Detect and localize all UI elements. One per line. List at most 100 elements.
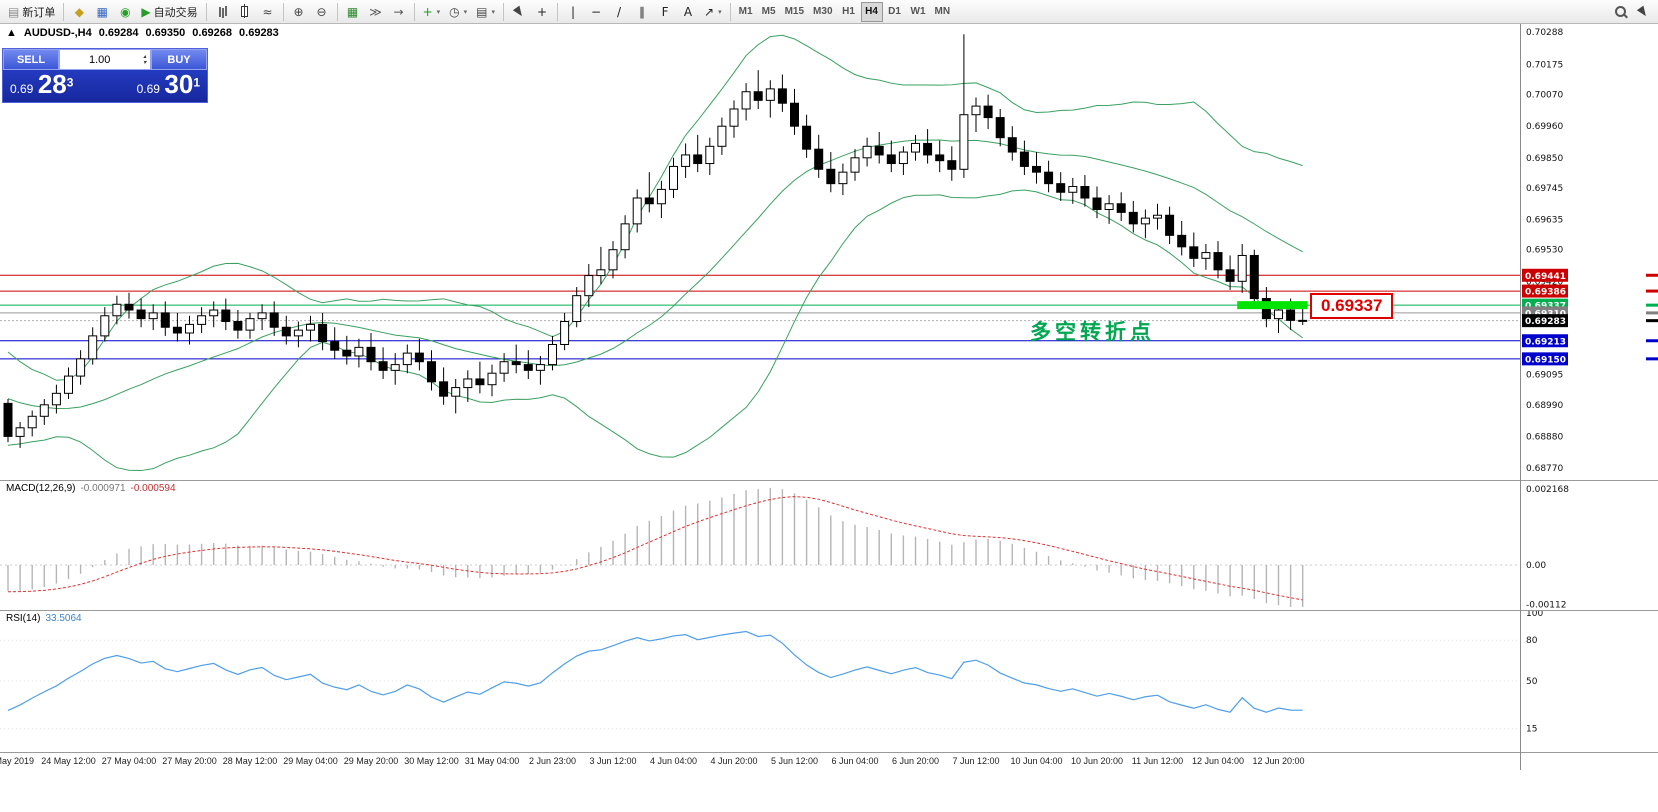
time-label: 23 May 2019 (0, 756, 35, 766)
svg-text:0.69386: 0.69386 (1525, 288, 1566, 298)
timeframe-mn-button[interactable]: MN (931, 2, 955, 22)
svg-text:0.68770: 0.68770 (1526, 464, 1563, 474)
channel-button[interactable]: ∥ (631, 2, 653, 22)
volume-input[interactable] (60, 53, 140, 66)
text-button[interactable]: A (677, 2, 699, 22)
tile-windows-button[interactable]: ▦ (342, 2, 364, 22)
vertical-line-button[interactable]: | (562, 2, 584, 22)
timeframe-m5-button[interactable]: M5 (758, 2, 780, 22)
macd-histogram (7, 487, 1304, 607)
candlestick-chart-button[interactable] (234, 2, 256, 22)
periods-button[interactable]: ◷ ▾ (445, 2, 471, 22)
indicators-icon: + (422, 4, 433, 19)
volume-spinner[interactable]: ▴ ▾ (139, 54, 150, 66)
toolbar-separator (205, 2, 207, 21)
rsi-value: 33.5064 (45, 613, 82, 624)
sell-price[interactable]: 0.69 283 (10, 71, 74, 98)
zoom-in-icon: ⊕ (293, 4, 304, 19)
timeframe-w1-button[interactable]: W1 (907, 2, 930, 22)
svg-text:0.69960: 0.69960 (1526, 122, 1563, 132)
time-label: 24 May 12:00 (41, 756, 96, 766)
auto-trading-icon: ▶ (141, 4, 151, 19)
chart-shift-icon: → (393, 4, 404, 19)
templates-button[interactable]: ▤ ▾ (472, 2, 499, 22)
time-label: 29 May 04:00 (283, 756, 338, 766)
new-order-label: 新订单 (22, 6, 56, 19)
price-chart-panel: 0.70288 0.70175 0.70070 0.69960 0.69850 0.697… (0, 24, 1658, 480)
new-order-button[interactable]: ▤ 新订单 (4, 2, 59, 22)
svg-text:0.68880: 0.68880 (1526, 432, 1563, 442)
market-watch-button[interactable]: ◆ (68, 2, 90, 22)
one-click-trading-panel: SELL ▴▾ BUY 0.69 283 0.69 301 (2, 48, 208, 103)
rsi-name: RSI(14) (6, 613, 41, 624)
time-axis[interactable]: 23 May 2019 24 May 12:00 27 May 04:00 27 Ma… (0, 752, 1658, 812)
toolbar-separator (503, 2, 505, 21)
time-label: 3 Jun 12:00 (589, 756, 637, 766)
zoom-out-button[interactable]: ⊖ (311, 2, 333, 22)
auto-scroll-button[interactable]: ≫ (365, 2, 387, 22)
search-icon (1614, 6, 1626, 17)
candlesticks (3, 34, 1308, 448)
macd-main-value: -0.000971 (80, 483, 126, 494)
svg-text:0.69150: 0.69150 (1525, 355, 1566, 365)
timeframe-m30-button[interactable]: M30 (809, 2, 836, 22)
pointer-button[interactable] (1632, 2, 1654, 22)
cursor-button[interactable] (508, 2, 530, 22)
support-button[interactable]: ◉ (114, 2, 136, 22)
horizontal-line-button[interactable]: − (585, 2, 607, 22)
time-label: 29 May 20:00 (343, 756, 399, 766)
zoom-in-button[interactable]: ⊕ (288, 2, 310, 22)
fibonacci-button[interactable]: F (654, 2, 676, 22)
rsi-panel: 100 80 50 15 RSI(14) 33.5064 (0, 609, 1658, 752)
rsi-chart-svg[interactable]: 100 80 50 15 (0, 609, 1658, 752)
sell-button[interactable]: SELL (3, 49, 59, 70)
svg-text:0.68990: 0.68990 (1526, 401, 1563, 411)
timeframe-h4-button[interactable]: H4 (860, 1, 883, 22)
search-button[interactable] (1609, 2, 1631, 22)
buy-price[interactable]: 0.69 301 (137, 71, 200, 98)
macd-chart-svg[interactable]: 0.002168 0.00 -0.00112 (0, 481, 1658, 610)
timeframe-m15-button[interactable]: M15 (781, 2, 808, 22)
arrows-button[interactable]: ↗ ▾ (700, 2, 726, 22)
main-toolbar: ▤ 新订单 ◆ ▦ ◉ ▶ 自动交易 ≈ ⊕ ⊖ ▦ ≫ → + ▾ ◷ ▾ ▤ ▾ + | − / ∥ F A ↗ ▾ M1 M5 M15… (0, 0, 1658, 24)
cursor-icon (512, 5, 526, 18)
pointer-icon (1636, 5, 1650, 18)
timeframe-m1-button[interactable]: M1 (735, 2, 757, 22)
time-label: 12 Jun 04:00 (1191, 756, 1245, 766)
chart-shift-button[interactable]: → (388, 2, 410, 22)
toolbar-separator (336, 2, 338, 21)
volume-field: ▴▾ (59, 49, 151, 70)
svg-text:80: 80 (1526, 636, 1538, 646)
svg-text:0.002168: 0.002168 (1526, 485, 1569, 495)
templates-icon: ▤ (476, 4, 488, 19)
time-label: 31 May 04:00 (464, 756, 520, 766)
volume-up-icon[interactable]: ▴ (143, 53, 147, 60)
sell-price-prefix: 0.69 (10, 82, 34, 96)
sell-price-sup: 3 (66, 75, 74, 90)
chevron-down-icon: ▾ (718, 7, 722, 16)
channel-icon: ∥ (639, 4, 646, 19)
toolbar-separator (729, 2, 731, 21)
indicators-button[interactable]: + ▾ (419, 2, 445, 22)
chevron-down-icon: ▾ (491, 7, 496, 16)
candlestick-chart-icon (241, 4, 249, 18)
buy-button[interactable]: BUY (151, 49, 207, 70)
main-chart-svg[interactable]: 0.70288 0.70175 0.70070 0.69960 0.69850 0.697… (0, 24, 1658, 480)
trendline-button[interactable]: / (608, 2, 630, 22)
ohlc-header: ▲ AUDUSD-,H4 0.69284 0.69350 0.69268 0.69283 (6, 27, 286, 39)
crosshair-icon: + (536, 4, 548, 19)
svg-text:0.69441: 0.69441 (1525, 272, 1566, 282)
chart-window-button[interactable]: ▦ (91, 2, 113, 22)
crosshair-button[interactable]: + (531, 2, 553, 22)
line-chart-button[interactable]: ≈ (257, 2, 279, 22)
macd-signal-line (7, 496, 1303, 601)
volume-down-icon[interactable]: ▾ (143, 59, 147, 66)
timeframe-h1-button[interactable]: H1 (838, 2, 860, 22)
time-label: 2 Jun 23:00 (528, 756, 577, 766)
svg-text:0.69213: 0.69213 (1525, 337, 1566, 347)
toolbar-separator (413, 2, 415, 21)
timeframe-d1-button[interactable]: D1 (884, 2, 906, 22)
auto-trading-button[interactable]: ▶ 自动交易 (137, 2, 201, 22)
auto-scroll-icon: ≫ (369, 4, 382, 19)
bar-chart-button[interactable] (211, 2, 233, 22)
